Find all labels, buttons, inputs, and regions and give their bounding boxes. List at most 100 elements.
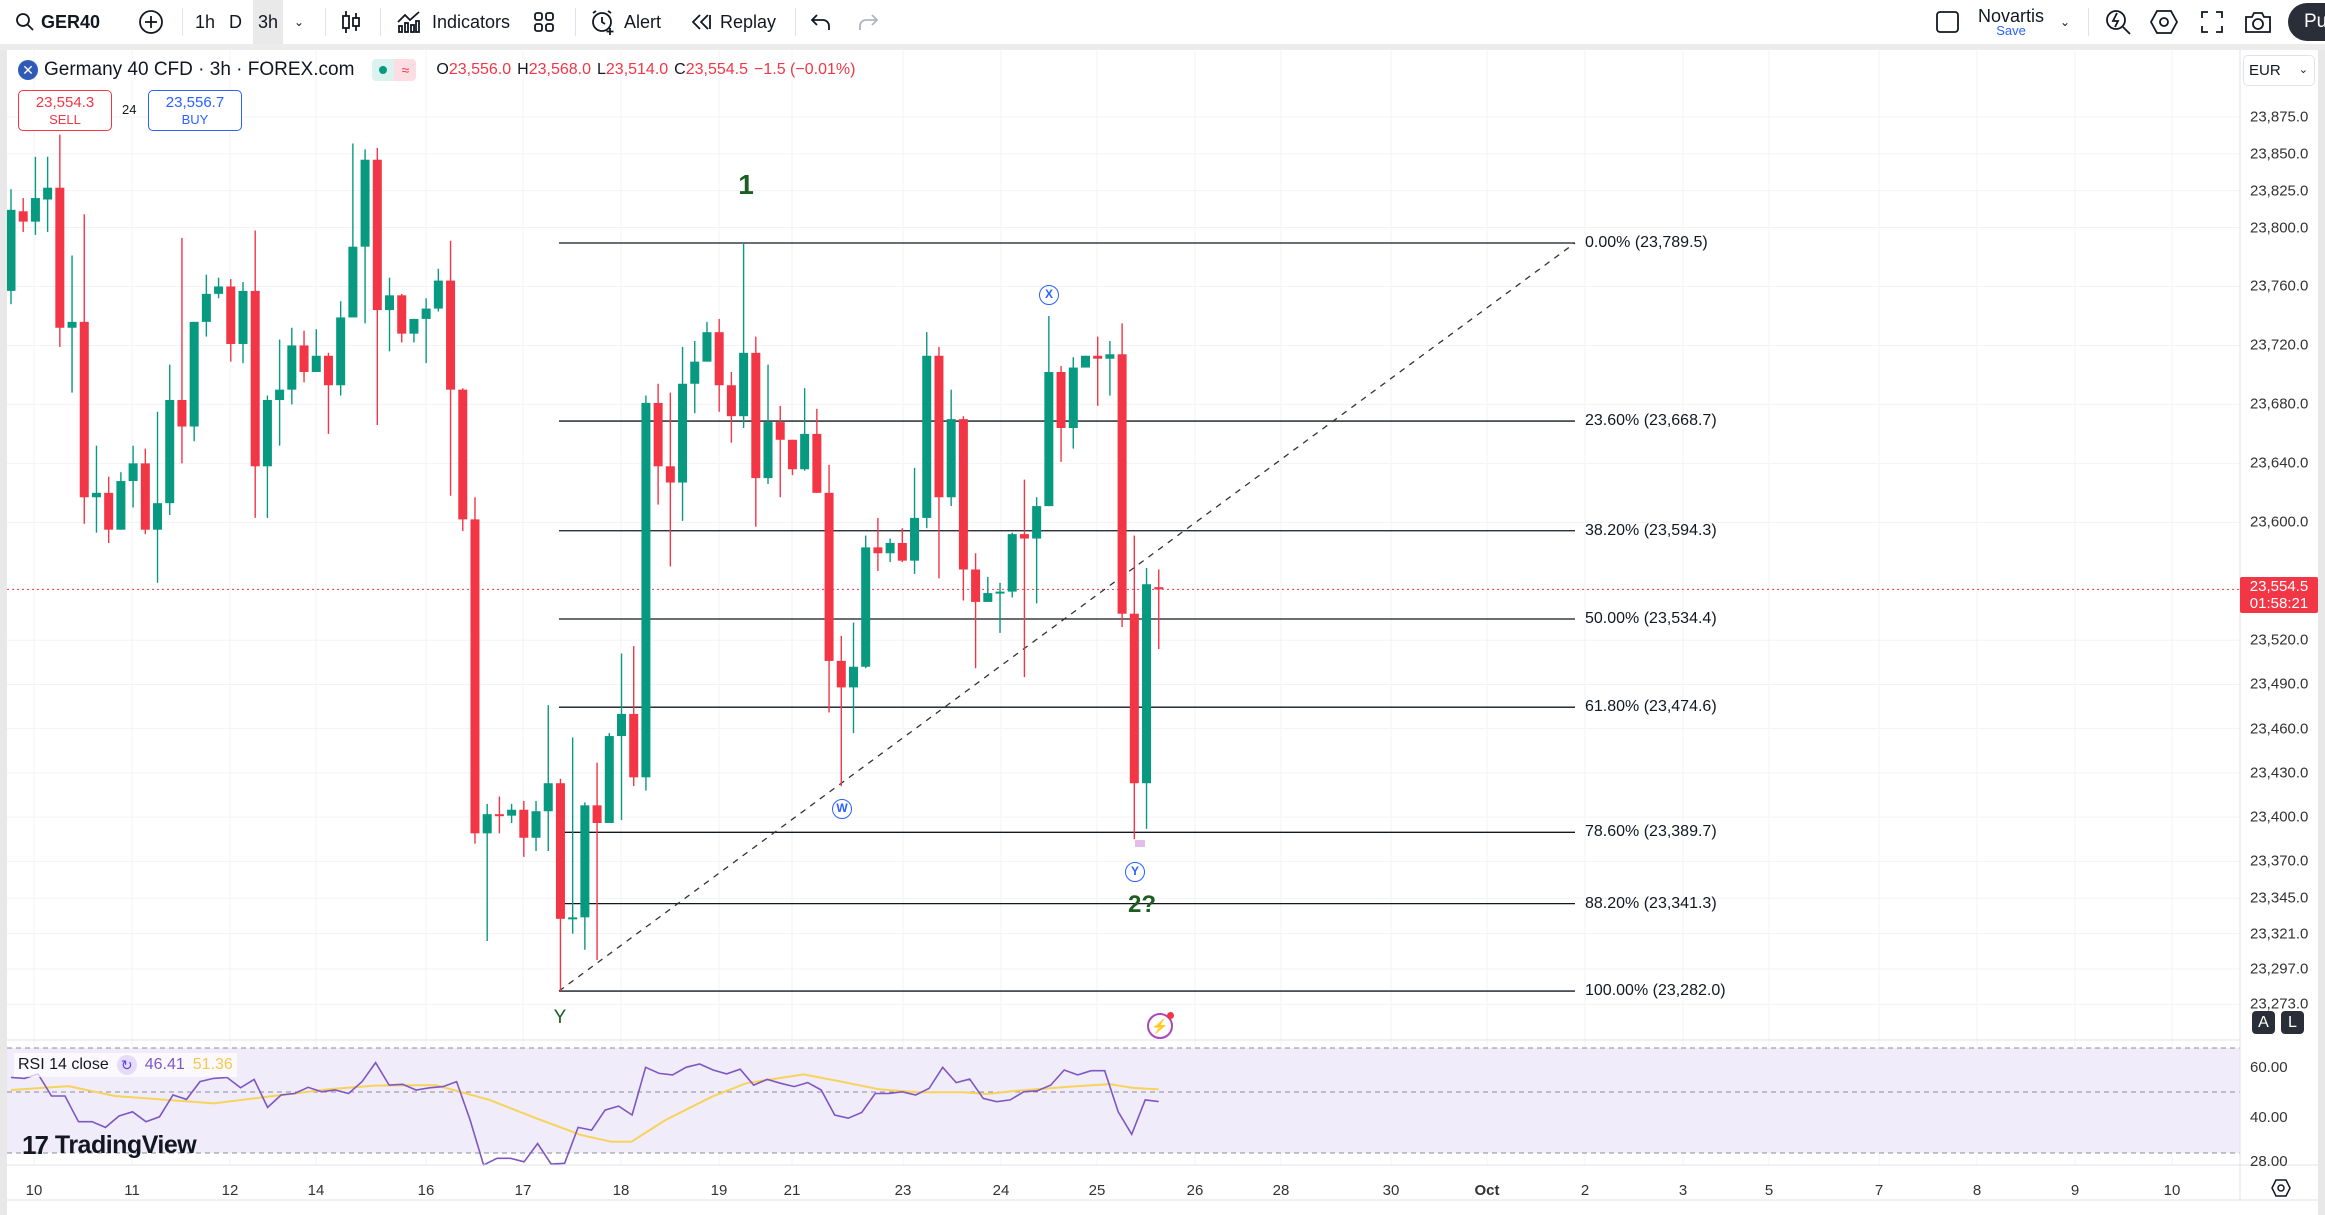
candle-body bbox=[580, 805, 590, 918]
interval-d[interactable]: D bbox=[229, 0, 242, 44]
candle bbox=[1080, 355, 1090, 368]
select-checkbox[interactable] bbox=[1935, 0, 1961, 44]
buy-button[interactable]: 23,556.7 BUY bbox=[148, 90, 242, 131]
layout-name-button[interactable]: Novartis Save bbox=[1978, 0, 2044, 44]
candle bbox=[1129, 535, 1139, 840]
layout-dropdown[interactable]: ⌄ bbox=[2060, 0, 2070, 44]
candle-body bbox=[1056, 371, 1066, 428]
search-icon bbox=[16, 13, 34, 31]
layouts-button[interactable] bbox=[533, 0, 555, 44]
wave-label-2[interactable]: 2? bbox=[1127, 891, 1157, 918]
candle bbox=[848, 622, 858, 734]
indicators-button[interactable]: Indicators bbox=[396, 0, 510, 44]
interval-dropdown[interactable]: ⌄ bbox=[294, 0, 304, 44]
fib-level-label: 0.00% (23,789.5) bbox=[1585, 234, 1708, 251]
tradingview-watermark[interactable]: 17 TradingView bbox=[22, 1130, 197, 1161]
candle bbox=[775, 405, 785, 498]
candle-body bbox=[1117, 354, 1127, 614]
interval-3h[interactable]: 3h bbox=[253, 0, 284, 44]
candle-body bbox=[323, 355, 333, 386]
rewind-icon bbox=[691, 14, 711, 30]
wave-label-y-circle[interactable]: Y bbox=[1125, 862, 1145, 882]
candle-body bbox=[348, 246, 358, 318]
wave-label-w[interactable]: W bbox=[832, 799, 852, 819]
candle-body bbox=[385, 295, 395, 311]
symbol-legend: ✕ Germany 40 CFD · 3h · FOREX.com ≈ O23,… bbox=[18, 56, 855, 84]
candle-body bbox=[177, 399, 187, 427]
chart-type-button[interactable] bbox=[340, 0, 362, 44]
candle bbox=[1117, 323, 1127, 627]
interval-1h[interactable]: 1h bbox=[195, 0, 215, 44]
price-axis-label: 23,600.0 bbox=[2250, 513, 2309, 531]
candle-body bbox=[1129, 613, 1139, 784]
time-axis-label: 24 bbox=[992, 1182, 1010, 1199]
candle bbox=[1068, 357, 1078, 449]
fullscreen-button[interactable] bbox=[2200, 0, 2224, 44]
wave-label-x[interactable]: X bbox=[1039, 285, 1059, 305]
undo-button[interactable] bbox=[810, 0, 832, 44]
time-axis-label: 14 bbox=[307, 1182, 325, 1199]
candle-body bbox=[1154, 587, 1164, 590]
candle bbox=[116, 472, 126, 530]
buy-price: 23,556.7 bbox=[165, 94, 225, 111]
candle-body bbox=[311, 355, 321, 372]
candle-body bbox=[336, 317, 346, 386]
symbol-title[interactable]: Germany 40 CFD · 3h · FOREX.com bbox=[44, 59, 355, 80]
candle bbox=[897, 528, 907, 563]
sell-button[interactable]: 23,554.3 SELL bbox=[18, 90, 112, 131]
candle-body bbox=[592, 805, 602, 824]
rsi-legend[interactable]: RSI 14 close ↻ 46.41 51.36 bbox=[14, 1053, 237, 1077]
rsi-axis-60: 60.00 bbox=[2250, 1059, 2288, 1076]
fib-level-label: 100.00% (23,282.0) bbox=[1585, 982, 1726, 1000]
fib-level-label: 50.00% (23,534.4) bbox=[1585, 610, 1717, 628]
publish-button[interactable]: Pu bbox=[2288, 3, 2325, 41]
right-edge bbox=[2318, 50, 2325, 1215]
rsi-plot bbox=[10, 1061, 1159, 1167]
save-label: Save bbox=[1996, 23, 2026, 38]
settings-button[interactable] bbox=[2150, 0, 2178, 44]
wave-label-1[interactable]: 1 bbox=[738, 169, 754, 200]
candle-body bbox=[433, 280, 443, 309]
auto-scale-button[interactable]: A bbox=[2252, 1011, 2275, 1034]
candle-body bbox=[800, 433, 810, 470]
candle bbox=[763, 364, 773, 484]
alert-button[interactable]: Alert bbox=[590, 0, 661, 44]
price-axis-label: 23,825.0 bbox=[2250, 182, 2309, 200]
candle bbox=[861, 535, 871, 669]
time-axis-label: 25 bbox=[1088, 1182, 1106, 1199]
redo-button[interactable] bbox=[857, 0, 879, 44]
market-status-toggle[interactable]: ≈ bbox=[372, 59, 417, 81]
time-axis-label: 17 bbox=[514, 1182, 532, 1199]
high-value: 23,568.0 bbox=[528, 61, 591, 78]
candles bbox=[6, 134, 1164, 992]
high-label: H bbox=[517, 61, 529, 78]
gear-icon bbox=[2150, 10, 2178, 34]
candle-body bbox=[67, 321, 77, 328]
snapshot-button[interactable] bbox=[2244, 0, 2272, 44]
candle bbox=[1142, 568, 1152, 829]
time-axis-settings-button[interactable] bbox=[2270, 1178, 2292, 1203]
candle bbox=[458, 388, 468, 532]
candle-body bbox=[726, 385, 736, 417]
buy-label: BUY bbox=[181, 112, 209, 127]
candle bbox=[1044, 315, 1054, 507]
wave-label-y[interactable]: Y bbox=[553, 1007, 567, 1028]
replay-button[interactable]: Replay bbox=[690, 0, 776, 44]
candle-body bbox=[482, 814, 492, 834]
quick-search-button[interactable] bbox=[2104, 0, 2132, 44]
price-axis-label: 23,520.0 bbox=[2250, 631, 2309, 649]
log-scale-button[interactable]: L bbox=[2281, 1011, 2304, 1034]
candle bbox=[67, 255, 77, 393]
symbol-search[interactable]: GER40 bbox=[15, 0, 100, 44]
currency-dropdown[interactable]: EUR ⌄ bbox=[2243, 55, 2315, 86]
candle bbox=[702, 321, 712, 362]
compare-button[interactable] bbox=[138, 0, 164, 44]
candle-body bbox=[470, 519, 480, 834]
price-axis-label: 23,345.0 bbox=[2250, 889, 2309, 907]
candle-body bbox=[397, 295, 407, 334]
candle bbox=[971, 553, 981, 669]
publish-label: Pu bbox=[2304, 11, 2325, 32]
lightning-event-icon[interactable]: ⚡ bbox=[1147, 1012, 1174, 1039]
candle bbox=[104, 476, 114, 543]
